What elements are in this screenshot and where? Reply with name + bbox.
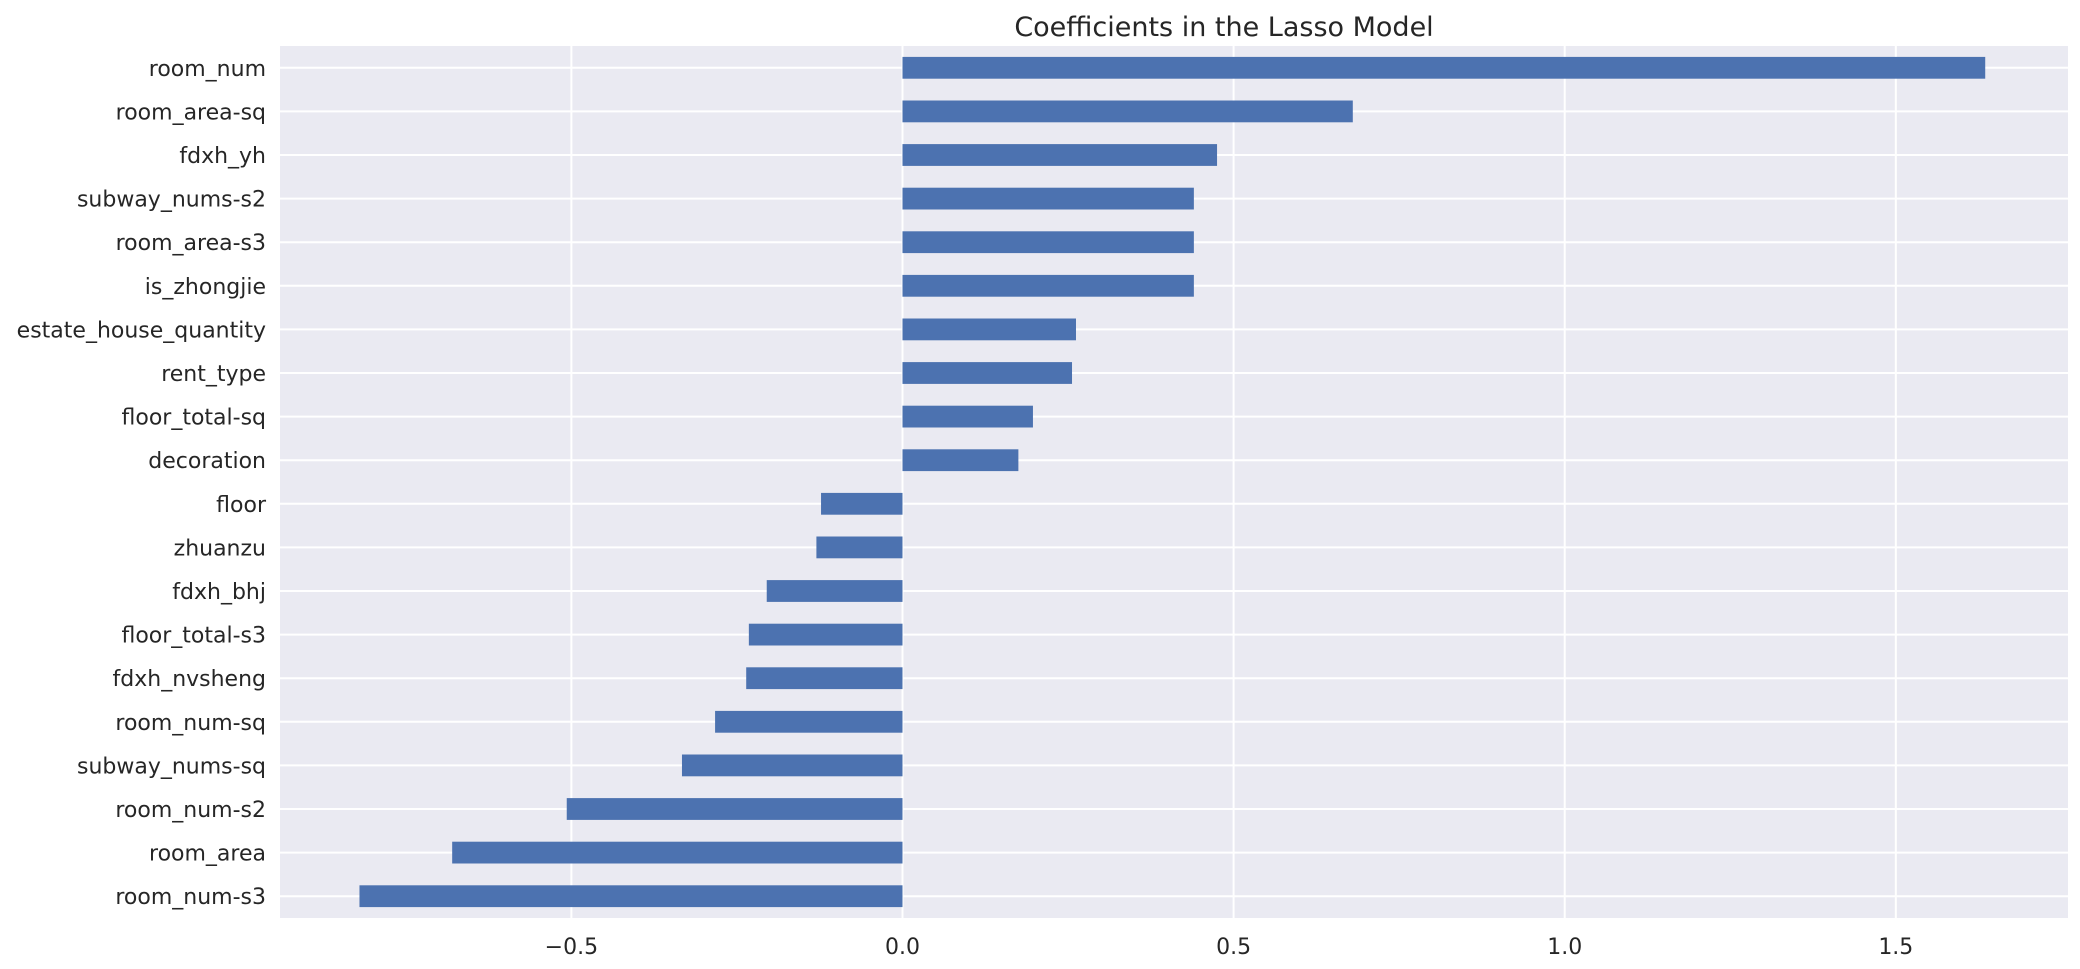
bar-room_num	[902, 56, 1986, 79]
bar-rent_type	[902, 362, 1073, 384]
y-tick-label: subway_nums-sq	[77, 754, 266, 779]
y-tick-label: decoration	[148, 449, 266, 474]
y-tick-label: fdxh_nvsheng	[113, 667, 266, 692]
y-tick-label: room_area-s3	[116, 231, 266, 256]
y-tick-label: floor_total-s3	[121, 624, 266, 649]
y-tick-label: fdxh_yh	[179, 144, 266, 169]
bar-series	[359, 56, 1986, 908]
bar-room_num-s2	[566, 798, 903, 820]
y-tick-label: floor_total-sq	[122, 406, 267, 431]
y-tick-label: room_num	[149, 57, 266, 82]
chart-title: Coefficients in the Lasso Model	[1014, 12, 1433, 43]
bar-floor_total-s3	[748, 623, 903, 646]
bar-subway_nums-sq	[681, 754, 903, 777]
y-tick-label: fdxh_bhj	[172, 580, 266, 605]
plot-area	[280, 46, 2068, 918]
x-tick-label: 0.5	[1216, 935, 1251, 960]
y-tick-label: room_num-sq	[115, 711, 266, 736]
y-axis-tick-labels: room_num room_area-sq fdxh_yh subway_nums-s…	[17, 57, 267, 910]
bar-room_area	[452, 841, 903, 864]
x-tick-label: 1.5	[1878, 935, 1913, 960]
y-tick-label: floor	[216, 493, 267, 518]
y-tick-label: subway_nums-s2	[77, 188, 266, 213]
y-tick-label: zhuanzu	[174, 536, 266, 561]
bar-floor	[821, 492, 903, 515]
bar-room_num-s3	[359, 885, 903, 908]
x-tick-label: 1.0	[1547, 935, 1582, 960]
bar-decoration	[902, 449, 1019, 472]
y-tick-label: room_area-sq	[116, 100, 266, 125]
y-tick-label: rent_type	[161, 362, 266, 387]
bar-estate_house_quantity	[902, 318, 1076, 341]
bar-subway_nums-s2	[902, 187, 1194, 210]
x-axis-tick-labels: −0.5 0.0 0.5 1.0 1.5	[545, 935, 1914, 960]
y-tick-label: is_zhongjie	[145, 275, 266, 300]
bar-room_num-sq	[715, 710, 903, 733]
bar-room_area-s3	[902, 231, 1194, 254]
x-tick-label: −0.5	[545, 935, 598, 960]
bar-fdxh_nvsheng	[746, 667, 903, 690]
bar-fdxh_yh	[902, 144, 1218, 166]
bar-fdxh_bhj	[766, 580, 903, 602]
x-tick-label: 0.0	[885, 935, 920, 960]
bar-zhuanzu	[816, 536, 903, 559]
y-tick-label: room_num-s2	[115, 798, 266, 823]
bar-is_zhongjie	[902, 274, 1194, 297]
bar-room_area-sq	[902, 100, 1353, 123]
bar-floor_total-sq	[902, 405, 1033, 428]
y-tick-label: room_area	[149, 842, 266, 867]
gridlines	[280, 46, 2068, 918]
y-tick-label: room_num-s3	[115, 885, 266, 910]
y-tick-label: estate_house_quantity	[17, 318, 266, 343]
